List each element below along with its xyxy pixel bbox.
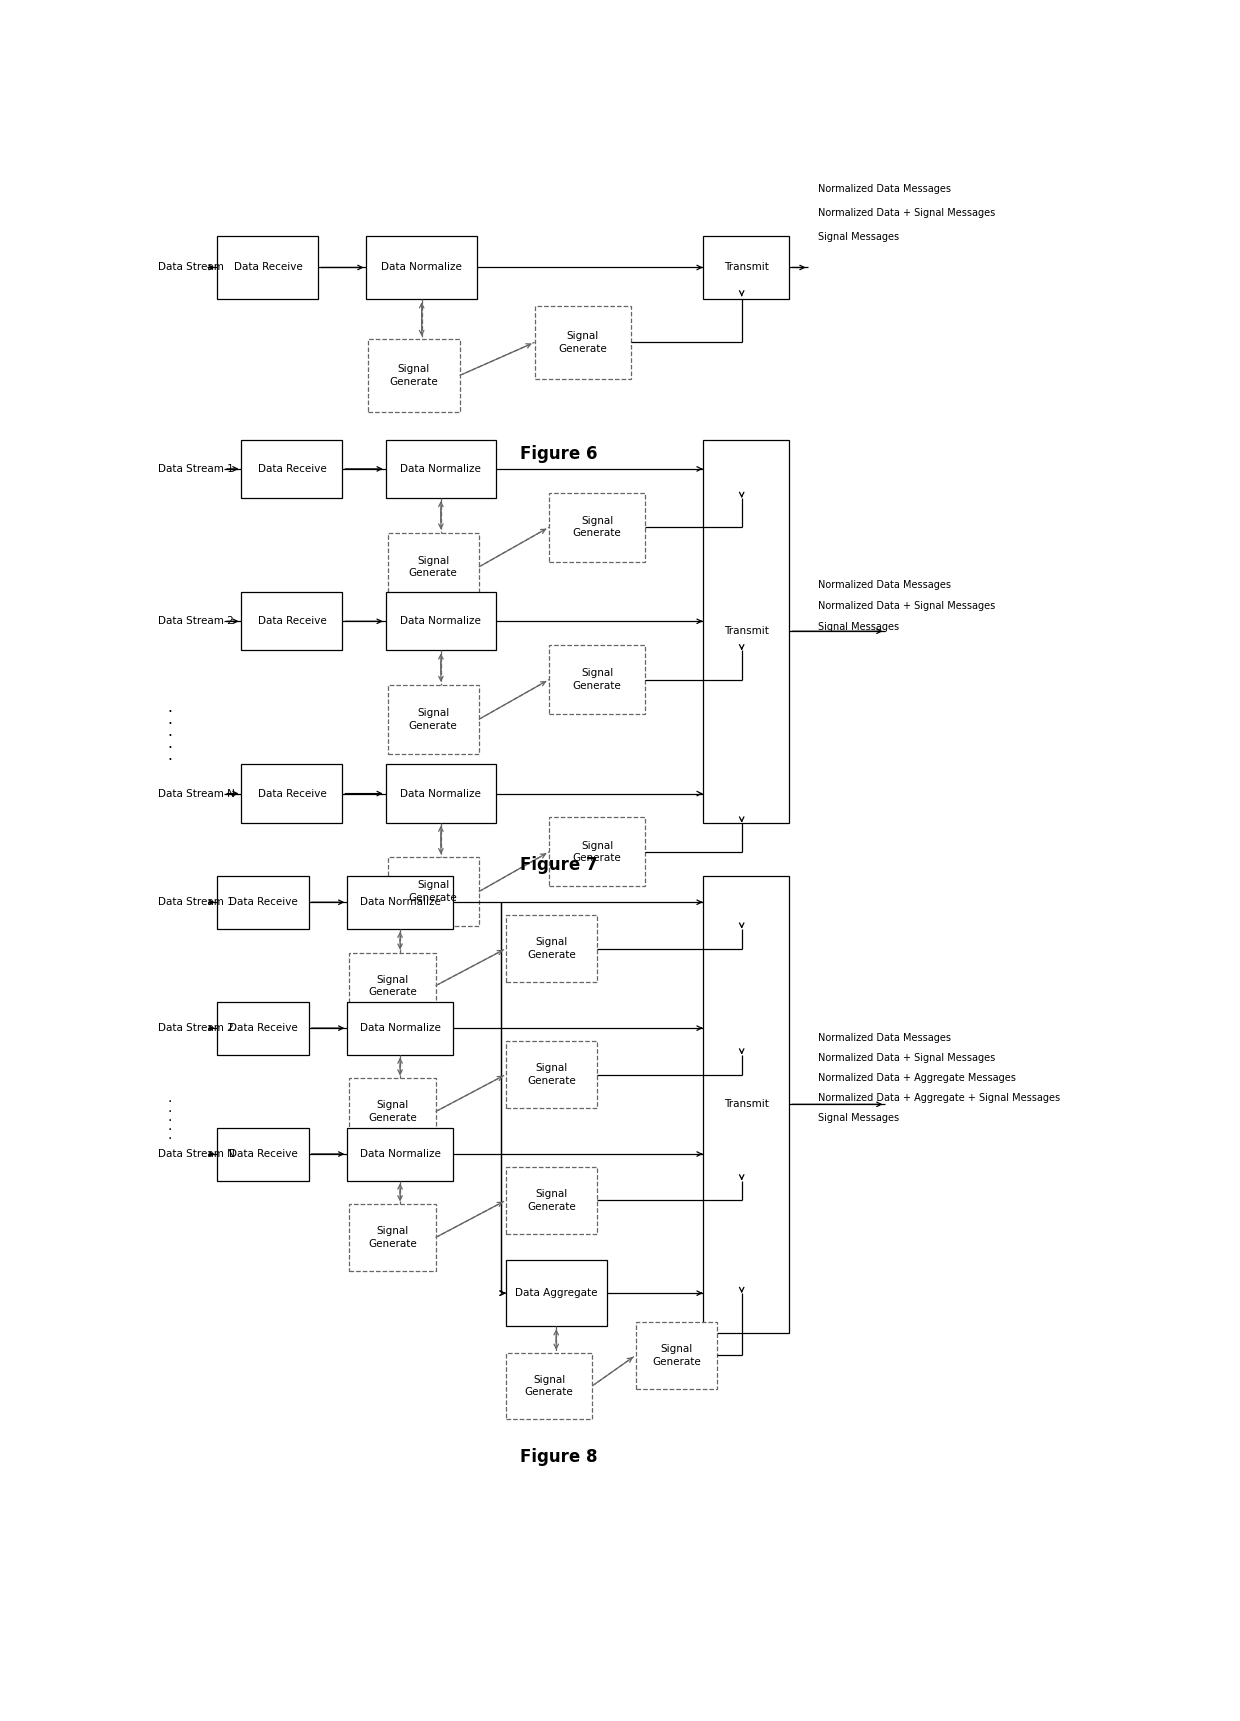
Text: Signal
Generate: Signal Generate [573, 516, 621, 539]
Bar [534, 306, 631, 379]
Text: ·: · [167, 742, 172, 756]
Bar [217, 1127, 309, 1181]
Text: Signal
Generate: Signal Generate [573, 840, 621, 862]
Bar [347, 1002, 453, 1055]
Bar [506, 1041, 596, 1108]
Text: Data Stream N: Data Stream N [157, 788, 234, 799]
Text: Data Receive: Data Receive [228, 1022, 298, 1033]
Bar [506, 1353, 593, 1420]
Text: Normalized Data Messages: Normalized Data Messages [818, 1033, 951, 1043]
Bar [242, 592, 342, 651]
Text: Data Stream 1: Data Stream 1 [157, 897, 233, 907]
Text: ·: · [167, 1124, 171, 1138]
Bar [506, 1167, 596, 1234]
Text: Data Stream: Data Stream [157, 263, 223, 272]
Text: Signal
Generate: Signal Generate [409, 881, 458, 904]
Bar [703, 236, 789, 299]
Text: Signal
Generate: Signal Generate [409, 556, 458, 578]
Bar [386, 441, 496, 497]
Text: Normalized Data + Signal Messages: Normalized Data + Signal Messages [818, 1053, 996, 1064]
Text: Signal
Generate: Signal Generate [573, 668, 621, 690]
Text: Data Receive: Data Receive [258, 465, 326, 473]
Text: Signal
Generate: Signal Generate [525, 1375, 573, 1397]
Text: Signal
Generate: Signal Generate [368, 1227, 417, 1249]
Text: Data Normalize: Data Normalize [360, 1022, 440, 1033]
Text: Normalized Data + Signal Messages: Normalized Data + Signal Messages [818, 208, 996, 219]
Bar [388, 532, 479, 601]
Text: ·: · [167, 1095, 171, 1110]
Bar [217, 1002, 309, 1055]
Text: Signal
Generate: Signal Generate [527, 1064, 575, 1086]
Text: Data Normalize: Data Normalize [401, 788, 481, 799]
Text: ·: · [167, 718, 172, 731]
Text: Data Stream 2: Data Stream 2 [157, 1022, 233, 1033]
Text: Signal
Generate: Signal Generate [527, 938, 575, 960]
Bar [347, 1127, 453, 1181]
Bar [242, 441, 342, 497]
Text: Signal Messages: Signal Messages [818, 623, 899, 632]
Bar [217, 236, 319, 299]
Text: Transmit: Transmit [724, 1100, 769, 1110]
Bar [242, 764, 342, 823]
Text: Data Stream N: Data Stream N [157, 1150, 234, 1158]
Text: Data Receive: Data Receive [258, 788, 326, 799]
Bar [549, 817, 645, 886]
Text: Transmit: Transmit [724, 626, 769, 637]
Text: Data Normalize: Data Normalize [360, 897, 440, 907]
Text: ·: · [167, 1105, 171, 1119]
Bar [367, 236, 477, 299]
Bar [549, 645, 645, 714]
Bar [386, 764, 496, 823]
Text: Data Aggregate: Data Aggregate [515, 1287, 598, 1298]
Text: Signal
Generate: Signal Generate [527, 1189, 575, 1212]
Text: Signal
Generate: Signal Generate [368, 1100, 417, 1122]
Bar [506, 1260, 606, 1327]
Text: Normalized Data + Aggregate + Signal Messages: Normalized Data + Aggregate + Signal Mes… [818, 1093, 1060, 1103]
Text: Data Normalize: Data Normalize [401, 465, 481, 473]
Text: Transmit: Transmit [724, 263, 769, 272]
Bar [350, 1205, 435, 1270]
Bar [350, 953, 435, 1019]
Bar [217, 876, 309, 929]
Text: Normalized Data Messages: Normalized Data Messages [818, 580, 951, 590]
Text: ·: · [167, 754, 172, 768]
Bar [703, 441, 789, 823]
Text: Signal
Generate: Signal Generate [389, 365, 439, 387]
Text: Data Normalize: Data Normalize [381, 263, 463, 272]
Text: ·: · [167, 730, 172, 743]
Bar [388, 857, 479, 926]
Bar [368, 339, 460, 411]
Text: Data Receive: Data Receive [233, 263, 303, 272]
Text: Data Normalize: Data Normalize [401, 616, 481, 626]
Bar [386, 592, 496, 651]
Text: Figure 6: Figure 6 [520, 446, 598, 463]
Text: Data Normalize: Data Normalize [360, 1150, 440, 1158]
Text: Normalized Data Messages: Normalized Data Messages [818, 184, 951, 194]
Text: Data Receive: Data Receive [228, 1150, 298, 1158]
Bar [347, 876, 453, 929]
Text: Signal
Generate: Signal Generate [368, 974, 417, 996]
Text: ·: · [167, 706, 172, 719]
Bar [506, 916, 596, 981]
Text: Data Receive: Data Receive [228, 897, 298, 907]
Text: Signal
Generate: Signal Generate [558, 330, 608, 353]
Text: Data Receive: Data Receive [258, 616, 326, 626]
Text: Signal Messages: Signal Messages [818, 1112, 899, 1122]
Text: ·: · [167, 1113, 171, 1127]
Bar [388, 685, 479, 754]
Text: Normalized Data + Aggregate Messages: Normalized Data + Aggregate Messages [818, 1072, 1016, 1083]
Text: Figure 8: Figure 8 [520, 1447, 598, 1466]
Bar [703, 876, 789, 1332]
Text: Data Stream 2: Data Stream 2 [157, 616, 233, 626]
Bar [350, 1079, 435, 1144]
Text: Signal Messages: Signal Messages [818, 232, 899, 243]
Text: Normalized Data + Signal Messages: Normalized Data + Signal Messages [818, 601, 996, 611]
Text: Signal
Generate: Signal Generate [409, 707, 458, 730]
Bar [635, 1322, 717, 1389]
Text: Figure 7: Figure 7 [520, 855, 598, 874]
Bar [549, 492, 645, 561]
Text: Data Stream 1: Data Stream 1 [157, 465, 233, 473]
Text: Signal
Generate: Signal Generate [652, 1344, 701, 1366]
Text: ·: · [167, 1132, 171, 1146]
